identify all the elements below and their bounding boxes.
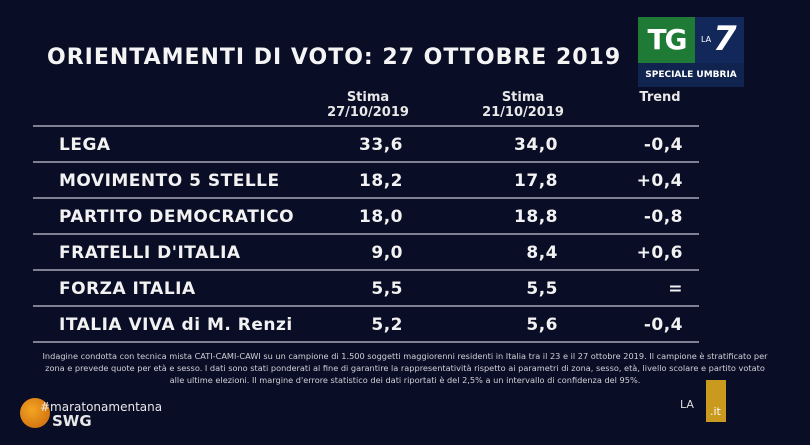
header-label: Stima [501, 90, 545, 105]
stima-previous: 5,6 [526, 315, 558, 335]
stima-previous: 8,4 [526, 243, 558, 263]
table-row: FORZA ITALIA 5,5 5,5 = [33, 271, 699, 305]
party-name: LEGA [59, 135, 111, 155]
tg-la7-logo: TG LA 7 SPECIALE UMBRIA [638, 17, 744, 87]
table-row: MOVIMENTO 5 STELLE 18,2 17,8 +0,4 [33, 163, 699, 197]
header-date: 27/10/2019 [327, 105, 409, 120]
la-text: LA [680, 398, 694, 411]
methodology-note: Indagine condotta con tecnica mista CATI… [42, 351, 768, 385]
page-title: ORIENTAMENTI DI VOTO: 27 OTTOBRE 2019 [47, 45, 622, 70]
party-name: FRATELLI D'ITALIA [59, 243, 241, 263]
party-name: FORZA ITALIA [59, 279, 196, 299]
hashtag: #maratonamentana [40, 400, 163, 414]
tg-logo-text: TG [638, 17, 695, 63]
trend-value: = [668, 279, 683, 299]
stima-current: 33,6 [359, 135, 403, 155]
divider [33, 161, 699, 163]
speciale-umbria-label: SPECIALE UMBRIA [638, 63, 744, 87]
table-row: ITALIA VIVA di M. Renzi 5,2 5,6 -0,4 [33, 307, 699, 341]
swg-globe-icon [20, 398, 50, 428]
header-stima-previous: Stima 21/10/2019 [478, 90, 568, 120]
la7-logo: LA 7 [695, 17, 744, 63]
party-name: PARTITO DEMOCRATICO [59, 207, 295, 227]
divider [33, 125, 699, 127]
table-row: LEGA 33,6 34,0 -0,4 [33, 127, 699, 161]
trend-value: -0,8 [643, 207, 683, 227]
seven-mark-icon [706, 380, 726, 422]
stima-current: 5,2 [371, 315, 403, 335]
table-row: PARTITO DEMOCRATICO 18,0 18,8 -0,8 [33, 199, 699, 233]
divider [33, 341, 699, 343]
divider [33, 197, 699, 199]
header-date: 21/10/2019 [482, 105, 564, 120]
header-trend: Trend [639, 90, 681, 105]
swg-logo-text: SWG [52, 412, 92, 430]
trend-value: +0,4 [636, 171, 683, 191]
it-text: .it [710, 405, 721, 418]
header-stima-current: Stima 27/10/2019 [323, 90, 413, 120]
table-row: FRATELLI D'ITALIA 9,0 8,4 +0,6 [33, 235, 699, 269]
party-name: MOVIMENTO 5 STELLE [59, 171, 280, 191]
trend-value: +0,6 [636, 243, 683, 263]
seven-text: 7 [713, 19, 737, 59]
stima-previous: 17,8 [514, 171, 558, 191]
stima-previous: 18,8 [514, 207, 558, 227]
party-name: ITALIA VIVA di M. Renzi [59, 315, 293, 335]
la-text: LA [701, 35, 712, 44]
stima-current: 5,5 [371, 279, 403, 299]
stima-previous: 34,0 [514, 135, 558, 155]
stima-previous: 5,5 [526, 279, 558, 299]
divider [33, 305, 699, 307]
divider [33, 269, 699, 271]
header-label: Stima [346, 90, 390, 105]
stima-current: 18,0 [359, 207, 403, 227]
divider [33, 233, 699, 235]
trend-value: -0,4 [643, 315, 683, 335]
stima-current: 9,0 [371, 243, 403, 263]
stima-current: 18,2 [359, 171, 403, 191]
trend-value: -0,4 [643, 135, 683, 155]
